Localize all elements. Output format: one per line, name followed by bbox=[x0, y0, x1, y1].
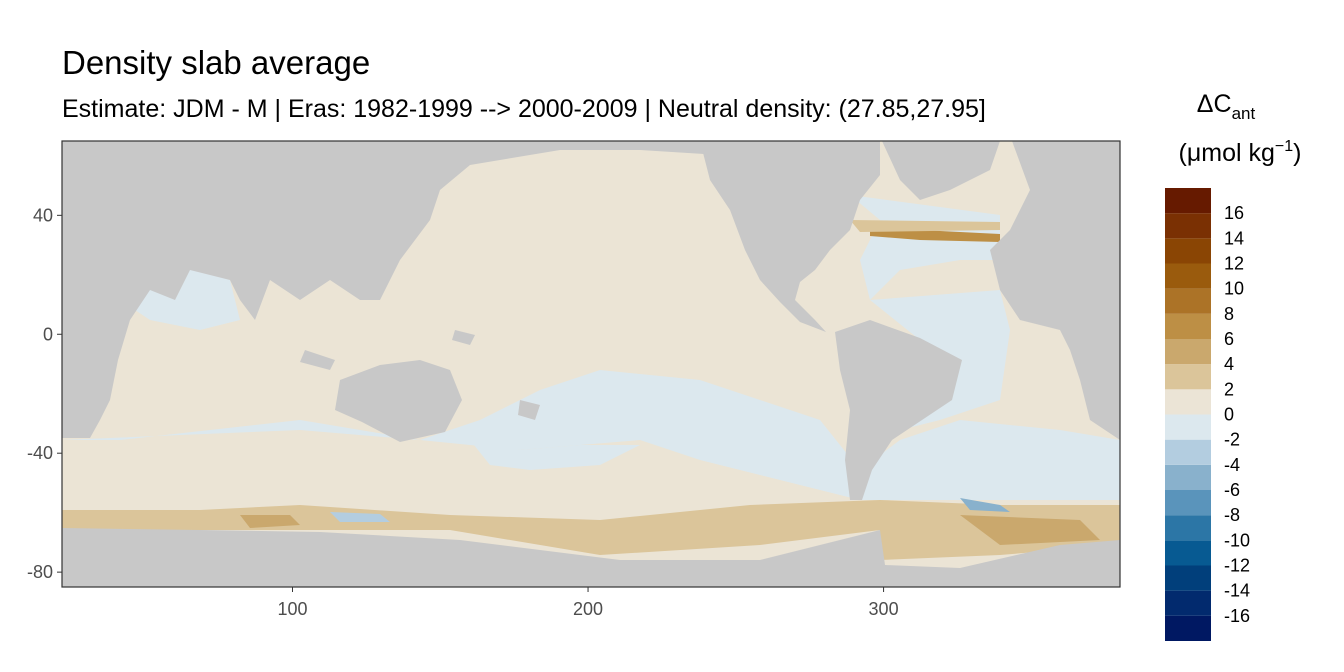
legend-swatch bbox=[1165, 364, 1211, 390]
legend-label: 6 bbox=[1224, 329, 1234, 349]
legend-unit-main: (μmol kg bbox=[1179, 139, 1275, 167]
legend-swatch bbox=[1165, 565, 1211, 591]
land bbox=[518, 400, 540, 420]
y-tick-label: 0 bbox=[43, 324, 53, 344]
anomaly-region bbox=[960, 515, 1100, 545]
legend-label: -6 bbox=[1224, 480, 1240, 500]
anomaly-region bbox=[330, 512, 390, 522]
legend-swatch bbox=[1165, 389, 1211, 415]
legend-swatch bbox=[1165, 540, 1211, 566]
y-tick-label: 40 bbox=[33, 205, 53, 225]
legend-swatch bbox=[1165, 238, 1211, 264]
legend-swatch bbox=[1165, 490, 1211, 516]
legend-label: -14 bbox=[1224, 581, 1250, 601]
legend-swatch bbox=[1165, 590, 1211, 616]
map-panel bbox=[61, 140, 1121, 588]
legend-label: -12 bbox=[1224, 556, 1250, 576]
land bbox=[62, 141, 720, 438]
legend-swatch bbox=[1165, 414, 1211, 440]
legend-title-sub: ant bbox=[1232, 104, 1256, 123]
legend-label: 12 bbox=[1224, 254, 1244, 274]
x-tick-label: 200 bbox=[573, 599, 603, 619]
x-tick-label: 100 bbox=[277, 599, 307, 619]
land bbox=[335, 360, 462, 442]
legend-label: 8 bbox=[1224, 304, 1234, 324]
legend-swatch bbox=[1165, 515, 1211, 541]
y-tick-label: -80 bbox=[27, 562, 53, 582]
land bbox=[452, 330, 475, 345]
anomaly-region bbox=[960, 498, 1010, 512]
anomaly-region bbox=[120, 265, 240, 330]
legend-title-main: ΔC bbox=[1197, 90, 1232, 118]
legend-unit: (μmol kg−1) bbox=[1179, 138, 1302, 167]
legend-label: -10 bbox=[1224, 530, 1250, 550]
panel-border bbox=[61, 140, 1121, 588]
land bbox=[882, 141, 1000, 200]
land bbox=[300, 350, 335, 370]
legend-label: 16 bbox=[1224, 203, 1244, 223]
legend-unit-end: ) bbox=[1293, 139, 1301, 167]
legend-swatch bbox=[1165, 263, 1211, 289]
legend-swatch bbox=[1165, 339, 1211, 365]
chart-title: Density slab average bbox=[62, 44, 370, 81]
anomaly-region bbox=[62, 500, 1120, 560]
legend-swatch bbox=[1165, 439, 1211, 465]
legend-label: 14 bbox=[1224, 228, 1244, 248]
legend-label: 2 bbox=[1224, 379, 1234, 399]
anomaly-region bbox=[870, 228, 1000, 242]
legend-label: -2 bbox=[1224, 430, 1240, 450]
legend-swatch bbox=[1165, 464, 1211, 490]
land bbox=[835, 320, 962, 500]
legend-label: -16 bbox=[1224, 606, 1250, 626]
y-tick-label: -40 bbox=[27, 443, 53, 463]
land bbox=[990, 141, 1120, 440]
legend-swatch bbox=[1165, 313, 1211, 339]
legend-swatch bbox=[1165, 213, 1211, 239]
anomaly-region bbox=[470, 440, 640, 470]
land bbox=[700, 141, 880, 332]
legend-swatch bbox=[1165, 188, 1211, 214]
legend-label: 4 bbox=[1224, 354, 1234, 374]
land bbox=[62, 528, 1120, 587]
legend-unit-sup: −1 bbox=[1275, 138, 1293, 155]
anomaly-region bbox=[850, 220, 1000, 232]
x-tick-label: 300 bbox=[869, 599, 899, 619]
legend-label: -4 bbox=[1224, 455, 1240, 475]
legend-swatch bbox=[1165, 288, 1211, 314]
legend-label: 0 bbox=[1224, 405, 1234, 425]
legend-label: 10 bbox=[1224, 279, 1244, 299]
anomaly-region bbox=[240, 515, 300, 528]
legend-label: -8 bbox=[1224, 505, 1240, 525]
chart-subtitle: Estimate: JDM - M | Eras: 1982-1999 --> … bbox=[62, 95, 986, 123]
legend-swatch bbox=[1165, 615, 1211, 641]
legend-title: ΔCant bbox=[1197, 90, 1256, 123]
